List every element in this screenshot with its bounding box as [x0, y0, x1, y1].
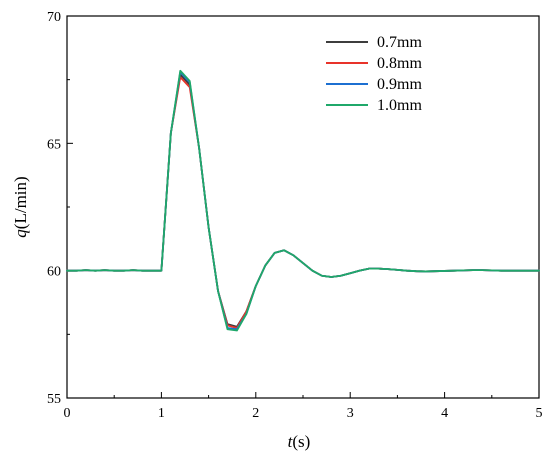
legend: 0.7mm 0.8mm 0.9mm 1.0mm [326, 34, 422, 114]
y-axis-title: q(L/min) [11, 176, 30, 237]
legend-label: 0.7mm [377, 34, 422, 51]
y-axis-unit: (L/min) [11, 176, 30, 229]
x-axis-unit: (s) [292, 432, 310, 451]
plot-frame [66, 15, 540, 399]
series-line-3 [66, 69, 540, 332]
y-axis-ticks: 55 60 65 70 [47, 10, 73, 407]
legend-label: 0.8mm [377, 55, 422, 72]
x-axis-variable: t [288, 432, 294, 451]
x-tick-label: 5 [536, 406, 543, 421]
x-tick-label: 3 [347, 406, 354, 421]
y-tick-label: 70 [47, 10, 61, 25]
x-axis-title: t(s) [288, 432, 311, 451]
legend-label: 0.9mm [377, 76, 422, 93]
y-tick-label: 55 [47, 392, 61, 407]
legend-label: 1.0mm [377, 97, 422, 114]
series-lines [66, 69, 540, 332]
x-axis-ticks: 0 1 2 3 4 5 [64, 392, 543, 421]
series-line-0 [66, 73, 540, 328]
x-tick-label: 0 [64, 406, 71, 421]
y-tick-label: 60 [47, 265, 61, 280]
series-line-2 [66, 71, 540, 331]
y-tick-label: 65 [47, 137, 61, 152]
x-tick-label: 1 [158, 406, 165, 421]
x-tick-label: 2 [252, 406, 259, 421]
y-axis-variable: q [11, 229, 30, 238]
x-tick-label: 4 [441, 406, 448, 421]
series-line-1 [66, 76, 540, 329]
